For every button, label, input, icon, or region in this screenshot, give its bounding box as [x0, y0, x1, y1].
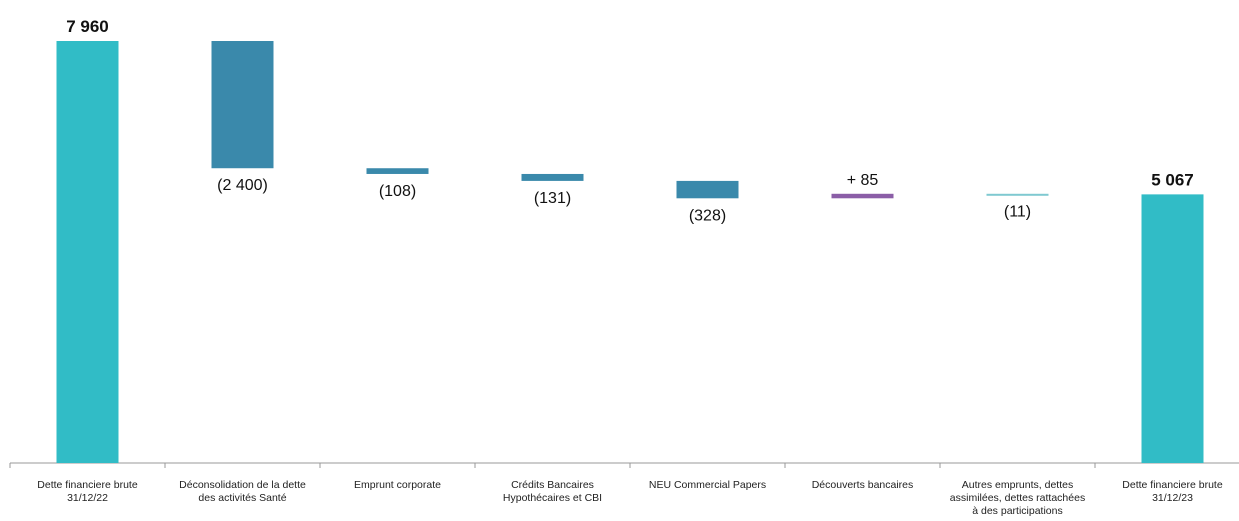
category-label-4: Crédits Bancaires Hypothécaires et CBI	[502, 479, 603, 504]
data-label-6: + 85	[847, 172, 879, 189]
data-label-8: 5 067	[1151, 170, 1194, 189]
bar-7	[986, 193, 1049, 196]
bar-2	[211, 41, 274, 169]
data-label-4: (131)	[534, 190, 571, 207]
bar-1	[56, 41, 119, 463]
data-label-5: (328)	[689, 207, 726, 224]
bar-6	[831, 193, 894, 199]
category-label-5: NEU Commercial Papers	[648, 479, 767, 491]
bar-3	[366, 168, 429, 174]
bar-4	[521, 173, 584, 181]
category-label-6: Découverts bancaires	[811, 479, 914, 491]
data-label-7: (11)	[1004, 203, 1031, 220]
data-label-2: (2 400)	[217, 177, 268, 194]
category-label-7: Autres emprunts, dettes assimilées, dett…	[949, 479, 1086, 517]
category-label-8: Dette financiere brute 31/12/23	[1122, 479, 1223, 504]
bar-8	[1141, 194, 1204, 463]
category-label-1: Dette financiere brute 31/12/22	[37, 479, 138, 504]
bar-5	[676, 180, 739, 199]
category-label-2: Déconsolidation de la dette des activité…	[179, 479, 306, 504]
data-label-1: 7 960	[66, 17, 109, 36]
data-label-3: (108)	[379, 183, 416, 200]
category-label-3: Emprunt corporate	[354, 479, 441, 491]
